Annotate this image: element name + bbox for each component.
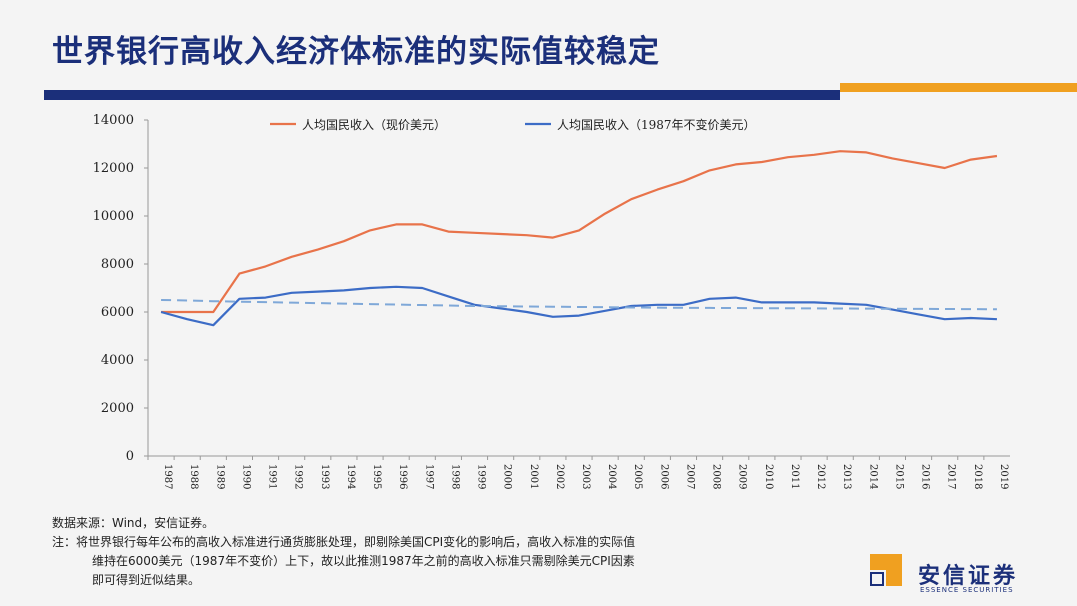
note-line-2: 维持在6000美元（1987年不变价）上下，故以此推测1987年之前的高收入标准… [92, 554, 635, 568]
page-title: 世界银行高收入经济体标准的实际值较稳定 [52, 34, 660, 70]
note-line-3: 即可得到近似结果。 [92, 573, 201, 587]
y-tick-label: 4000 [101, 353, 134, 368]
y-tick-label: 6000 [101, 305, 134, 320]
logo-mark-icon [866, 550, 906, 590]
series-line-1 [160, 285, 997, 327]
x-tick-label: 2001 [528, 464, 539, 489]
x-tick-label: 1993 [319, 464, 330, 489]
x-tick-label: 1991 [267, 464, 278, 489]
title-underline-orange [840, 83, 1077, 92]
x-tick-label: 2019 [998, 464, 1009, 489]
x-tick-label: 1998 [449, 464, 460, 489]
logo-text-en: ESSENCE SECURITIES [920, 586, 1014, 594]
x-tick-label: 2010 [763, 464, 774, 489]
x-tick-label: 2000 [502, 464, 513, 489]
x-tick-label: 2018 [972, 464, 983, 489]
x-tick-label: 2006 [658, 464, 669, 489]
x-tick-label: 1995 [371, 464, 382, 489]
x-tick-label: 1988 [188, 464, 199, 489]
x-tick-label: 2017 [946, 464, 957, 489]
y-tick-label: 8000 [101, 257, 134, 272]
x-tick-label: 1997 [423, 464, 434, 489]
x-tick-label: 1989 [214, 464, 225, 489]
logo-text-cn: 安信证券 [918, 564, 1019, 589]
legend-label: 人均国民收入（现价美元） [302, 118, 446, 132]
company-logo: 安信证券 ESSENCE SECURITIES [866, 550, 1066, 598]
y-tick-label: 14000 [93, 113, 134, 128]
x-tick-label: 1992 [293, 464, 304, 489]
line-chart: 14000 12000 10000 8000 6000 4000 2000 0 1987 1988… [80, 108, 1030, 520]
x-tick-label: 2003 [580, 464, 591, 489]
title-underline-blue [44, 90, 840, 100]
x-tick-label: 1990 [240, 464, 251, 489]
x-tick-label: 2013 [841, 464, 852, 489]
x-tick-label: 2005 [632, 464, 643, 489]
y-tick-label: 0 [126, 449, 134, 464]
x-tick-label: 2002 [554, 464, 565, 489]
y-tick-label: 2000 [101, 401, 134, 416]
x-tick-label: 2004 [606, 464, 617, 489]
x-tick-label: 2016 [920, 464, 931, 489]
x-tick-label: 2007 [684, 464, 695, 489]
x-tick-label: 1994 [345, 464, 356, 489]
note-line-1: 注：将世界银行每年公布的高收入标准进行通货膨胀处理，即剔除美国CPI变化的影响后… [52, 535, 636, 549]
y-tick-label: 12000 [93, 161, 134, 176]
x-tick-label: 2014 [867, 464, 878, 489]
x-tick-label: 2015 [893, 464, 904, 489]
x-tick-label: 2012 [815, 464, 826, 489]
x-tick-label: 2009 [737, 464, 748, 489]
trend-line-dashed [161, 299, 997, 311]
legend-label: 人均国民收入（1987年不变价美元） [557, 117, 756, 132]
series-line-0 [161, 150, 998, 314]
x-tick-label: 1999 [476, 464, 487, 489]
notes-block: 数据来源：Wind，安信证券。 注：将世界银行每年公布的高收入标准进行通货膨胀处… [52, 514, 635, 590]
chart-svg: 14000 12000 10000 8000 6000 4000 2000 0 1987 1988… [93, 113, 1010, 489]
x-tick-label: 2008 [711, 464, 722, 489]
x-tick-label: 1987 [162, 464, 173, 489]
x-tick-label: 1996 [397, 464, 408, 489]
x-tick-label: 2011 [789, 464, 800, 489]
y-tick-label: 10000 [93, 209, 134, 224]
source-note: 数据来源：Wind，安信证券。 [52, 516, 215, 530]
